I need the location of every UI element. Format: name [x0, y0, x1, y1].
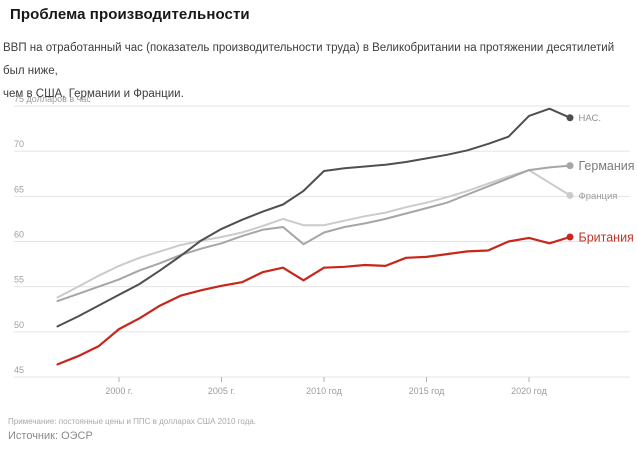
- x-axis-label: 2000 г.: [105, 386, 132, 396]
- series-label-germany: Германия: [579, 159, 635, 173]
- series-line-uk: [56, 235, 572, 366]
- x-axis-label: 2015 год: [409, 386, 445, 396]
- y-axis-label: 65: [14, 184, 24, 194]
- page-title: Проблема производительности: [10, 6, 250, 23]
- x-axis-label: 2010 год: [306, 386, 342, 396]
- series-end-dot-france: [566, 191, 574, 199]
- series-line-germany: [56, 164, 571, 303]
- y-axis-label: 45: [14, 365, 24, 375]
- series-label-uk: Британия: [579, 230, 634, 244]
- subtitle-line-1: ВВП на отработанный час (показатель прои…: [3, 42, 615, 77]
- series-label-france: Франция: [579, 191, 618, 202]
- chart-source: Источник: ОЭСР: [8, 430, 93, 442]
- subtitle-line-2: чем в США, Германии и Франции.: [3, 88, 184, 100]
- y-axis-label: 75 долларов в час: [14, 94, 91, 104]
- series-line-us: [56, 107, 571, 328]
- series-end-dot-uk: [566, 233, 574, 241]
- y-axis-label: 70: [14, 139, 24, 149]
- x-axis-label: 2020 год: [511, 386, 547, 396]
- series-end-dot-germany: [566, 162, 574, 170]
- y-axis-label: 55: [14, 275, 24, 285]
- y-axis-label: 60: [14, 230, 24, 240]
- productivity-chart: 75 долларов в час 70 65 60 55 50 45 2000 г. 2005…: [14, 94, 635, 396]
- series-end-dot-us: [566, 114, 574, 122]
- series-label-us: НАС.: [579, 113, 602, 124]
- y-axis-label: 50: [14, 320, 24, 330]
- chart-subtitle: ВВП на отработанный час (показатель прои…: [3, 37, 618, 106]
- chart-note: Примечание: постоянные цены и ППС в долл…: [8, 417, 257, 426]
- x-axis-label: 2005 г.: [208, 386, 235, 396]
- chart-area: 75 долларов в час 70 65 60 55 50 45 2000 г. 2005…: [0, 92, 637, 407]
- series-line-france: [56, 169, 571, 299]
